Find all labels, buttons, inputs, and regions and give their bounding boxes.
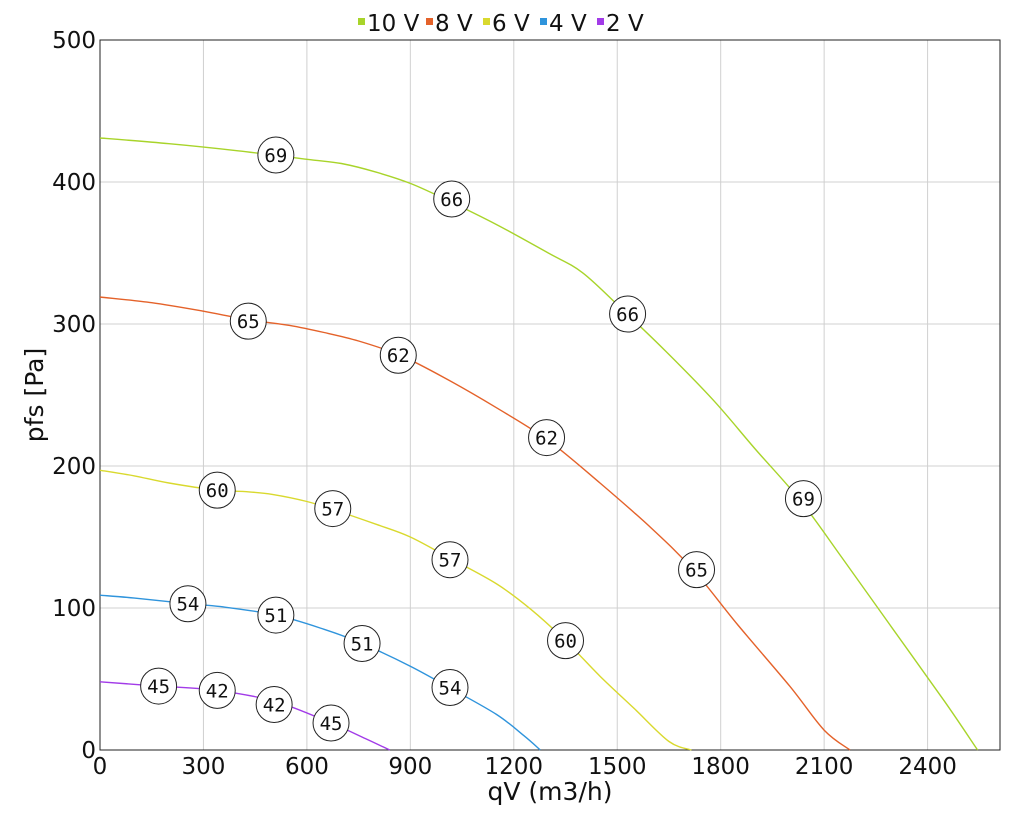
data-label-circle <box>257 596 295 634</box>
x-tick-label: 1200 <box>485 754 544 780</box>
x-tick-label: 300 <box>181 754 225 780</box>
data-label-circle <box>169 585 207 623</box>
data-label-circle <box>198 671 236 709</box>
data-label-circle <box>678 551 716 589</box>
data-label: 51 <box>351 634 374 656</box>
data-label-circle <box>255 686 293 724</box>
y-tick-label: 200 <box>52 454 96 480</box>
y-axis-label: pfs [Pa] <box>20 348 49 442</box>
data-label: 45 <box>320 713 343 735</box>
data-label-circle <box>343 625 381 662</box>
data-label-circle <box>784 480 822 518</box>
data-label-circle <box>431 541 469 579</box>
data-label-circle <box>528 419 566 457</box>
legend-label: 6 V <box>492 11 530 37</box>
data-labels: 69 66 66 69 65 62 62 65 60 57 57 60 54 51 51 54 45 42 42 45 <box>140 136 822 742</box>
data-label-circle <box>379 336 417 374</box>
data-label-circle <box>609 295 647 333</box>
x-tick-label: 0 <box>93 754 108 780</box>
data-label: 57 <box>321 499 344 521</box>
legend-swatch <box>426 18 433 25</box>
data-label: 69 <box>264 145 287 167</box>
data-label: 60 <box>554 631 577 653</box>
grid-lines <box>99 39 1000 751</box>
y-tick-label: 300 <box>52 312 96 338</box>
data-label: 57 <box>439 550 462 572</box>
data-label-circle <box>314 490 352 528</box>
y-tick-label: 100 <box>52 596 96 622</box>
data-label-circle <box>257 136 295 174</box>
x-tick-label: 900 <box>388 754 432 780</box>
y-tick-labels: 0 100 200 300 400 500 <box>52 28 96 764</box>
legend-swatch <box>540 18 547 25</box>
data-label: 54 <box>439 678 462 700</box>
plot-frame <box>99 39 1001 751</box>
y-tick-label: 0 <box>81 738 96 764</box>
x-tick-label: 2100 <box>795 754 854 780</box>
data-label-circle <box>198 471 236 509</box>
data-label: 62 <box>387 345 410 367</box>
x-tick-label: 1500 <box>588 754 647 780</box>
data-label-circle <box>140 667 178 705</box>
data-label: 60 <box>206 480 229 502</box>
y-tick-label: 500 <box>52 28 96 54</box>
data-label-circle <box>433 180 471 218</box>
data-label-circle <box>312 704 350 742</box>
x-tick-label: 2400 <box>898 754 957 780</box>
data-label: 51 <box>264 605 287 627</box>
data-label: 42 <box>206 680 229 702</box>
data-label: 65 <box>685 560 708 582</box>
data-label-circle <box>431 669 469 707</box>
data-label: 69 <box>792 489 815 511</box>
series-line <box>99 137 979 751</box>
data-label: 66 <box>616 304 639 326</box>
legend-label: 8 V <box>435 11 473 37</box>
legend-swatch <box>483 18 490 25</box>
legend-label: 10 V <box>367 11 420 37</box>
data-label: 42 <box>263 695 286 717</box>
data-label-circle <box>547 622 585 660</box>
data-label: 65 <box>237 311 260 333</box>
legend-label: 2 V <box>606 11 644 37</box>
data-label: 54 <box>176 594 199 616</box>
legend-swatch <box>597 18 604 25</box>
data-label: 62 <box>535 428 558 450</box>
legend: 10 V 8 V 6 V 4 V 2 V <box>358 11 644 37</box>
x-tick-label: 1800 <box>691 754 750 780</box>
x-tick-labels: 0 300 600 900 1200 1500 1800 2100 2400 <box>93 754 957 780</box>
legend-label: 4 V <box>549 11 587 37</box>
data-label: 66 <box>440 189 463 211</box>
y-tick-label: 400 <box>52 170 96 196</box>
data-label: 45 <box>147 676 170 698</box>
x-axis-label: qV (m3/h) <box>488 777 613 806</box>
legend-swatch <box>358 18 365 25</box>
data-label-circle <box>229 302 267 340</box>
x-tick-label: 600 <box>285 754 329 780</box>
